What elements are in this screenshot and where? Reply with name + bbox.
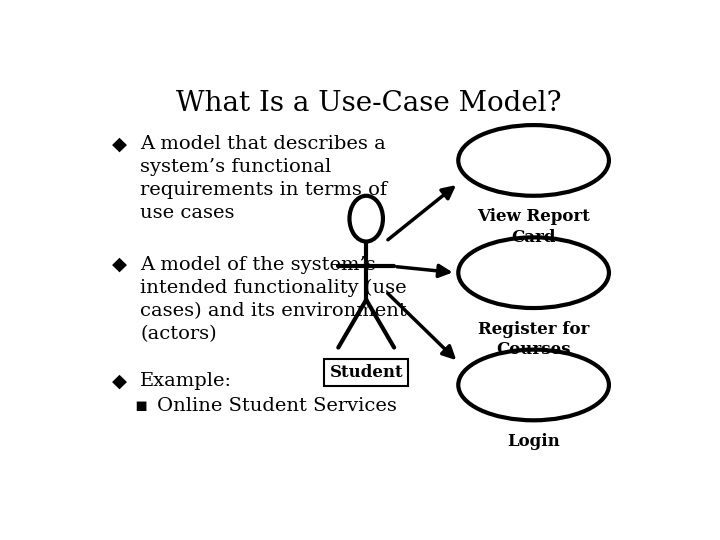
Text: ◆: ◆ <box>112 136 127 153</box>
Text: Online Student Services: Online Student Services <box>157 397 397 415</box>
Text: Student: Student <box>329 364 403 381</box>
Text: What Is a Use-Case Model?: What Is a Use-Case Model? <box>176 90 562 117</box>
Text: Login: Login <box>507 433 560 450</box>
Text: ◆: ◆ <box>112 256 127 274</box>
Text: A model of the system’s
intended functionality (use
cases) and its environment
(: A model of the system’s intended functio… <box>140 256 407 343</box>
Text: A model that describes a
system’s functional
requirements in terms of
use cases: A model that describes a system’s functi… <box>140 136 387 222</box>
Text: ◆: ◆ <box>112 373 127 390</box>
Text: Example:: Example: <box>140 373 233 390</box>
Text: Register for
Courses: Register for Courses <box>478 321 589 359</box>
Text: View Report
Card: View Report Card <box>477 208 590 246</box>
Text: ▪: ▪ <box>135 397 148 415</box>
